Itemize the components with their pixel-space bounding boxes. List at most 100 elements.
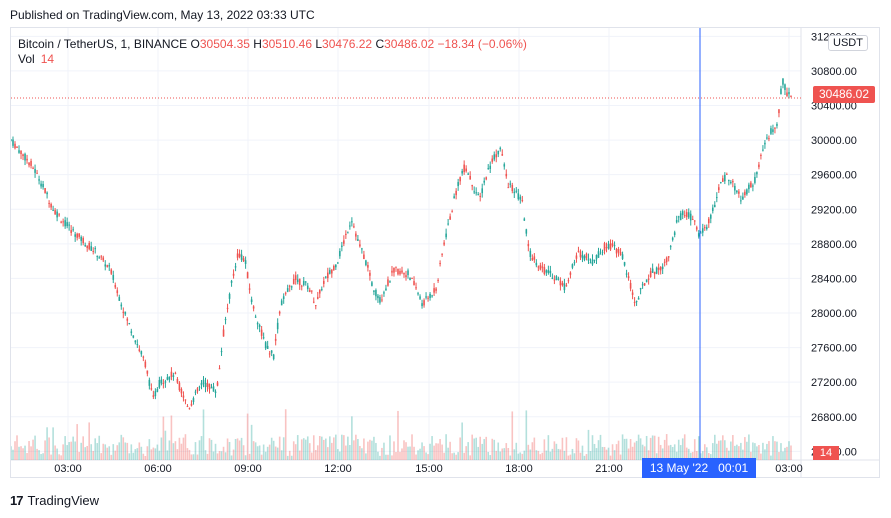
candle-body <box>140 351 143 355</box>
volume-bar <box>351 416 353 460</box>
volume-bar <box>327 447 329 460</box>
candle-body <box>126 318 129 321</box>
volume-bar <box>72 436 74 460</box>
candle-body <box>441 253 443 255</box>
candle-body <box>754 176 756 183</box>
volume-value: 14 <box>40 52 55 66</box>
candle-body <box>318 289 321 294</box>
time-tick-label: 21:00 <box>595 463 623 475</box>
candle-body <box>50 204 52 208</box>
candle-body <box>567 280 570 282</box>
candle-body <box>663 261 666 263</box>
candle-body <box>593 259 596 261</box>
volume-bar <box>517 453 520 460</box>
candle-body <box>18 150 20 153</box>
candle-body <box>84 245 86 247</box>
chart-pane[interactable]: 26400.0026800.0027200.0027600.0028000.00… <box>10 27 880 478</box>
candle-body <box>738 191 740 194</box>
candle-body <box>579 251 582 258</box>
volume-bar <box>639 438 642 460</box>
volume-bar <box>395 452 397 460</box>
volume-bar <box>527 444 530 460</box>
volume-bar <box>106 447 109 460</box>
candle-body <box>180 389 183 394</box>
candle-body <box>667 256 670 258</box>
volume-bar <box>547 435 550 460</box>
volume-bar <box>481 443 484 460</box>
candle-body <box>425 296 427 298</box>
volume-bar <box>294 444 297 460</box>
candle-body <box>200 382 203 386</box>
volume-bar <box>503 448 506 460</box>
candle-body <box>675 220 678 223</box>
crosshair-date: 13 May '22 <box>649 461 709 475</box>
volume-bar <box>549 451 552 460</box>
volume-bar <box>397 410 399 460</box>
volume-bar <box>689 452 692 460</box>
candle-body <box>589 262 592 264</box>
candle-body <box>254 316 257 318</box>
candle-body <box>314 305 317 307</box>
candle-body <box>308 289 311 293</box>
candle-body <box>327 272 329 279</box>
candle-body <box>605 247 608 249</box>
candle-body <box>381 299 383 301</box>
candle-body <box>102 257 105 261</box>
candle-body <box>391 270 393 273</box>
candle-body <box>72 229 74 231</box>
candle-body <box>20 150 22 155</box>
price-tick-label: 28400.00 <box>811 273 857 285</box>
volume-bar <box>766 443 768 460</box>
candle-body <box>399 270 401 275</box>
volume-bar <box>539 454 542 460</box>
candle-body <box>320 289 323 291</box>
candle-body <box>395 266 397 268</box>
candle-body <box>70 230 72 233</box>
candle-body <box>627 276 630 278</box>
candle-body <box>286 288 289 292</box>
tradingview-logo[interactable]: 17 TradingView <box>10 493 99 508</box>
candle-body <box>577 250 580 252</box>
candle-body <box>124 311 127 315</box>
volume-bar <box>653 435 656 460</box>
volume-bar <box>104 444 107 460</box>
candle-body <box>718 187 720 191</box>
candle-body <box>56 211 58 218</box>
volume-bar <box>208 438 211 460</box>
candle-body <box>569 272 572 275</box>
volume-bar <box>443 452 445 460</box>
time-tick-label: 15:00 <box>415 463 443 475</box>
volume-bar <box>441 444 443 460</box>
candle-body <box>499 147 502 150</box>
candle-body <box>595 255 598 260</box>
volume-bar <box>190 454 193 460</box>
candle-body <box>337 262 339 264</box>
time-tick-label: 09:00 <box>234 463 262 475</box>
candle-body <box>523 218 526 221</box>
candle-body <box>477 194 479 196</box>
volume-bar <box>32 439 34 460</box>
volume-bar <box>24 445 26 460</box>
candle-body <box>639 288 642 290</box>
volume-bar <box>375 442 377 460</box>
candle-body <box>447 223 449 225</box>
candle-body <box>788 92 790 95</box>
candle-body <box>776 124 778 126</box>
volume-bar <box>178 437 181 460</box>
currency-button[interactable]: USDT <box>828 35 868 51</box>
volume-bar <box>423 446 425 460</box>
candle-body <box>413 281 415 286</box>
candlestick-chart[interactable]: 26400.0026800.0027200.0027600.0028000.00… <box>11 28 879 477</box>
volume-bar <box>635 440 638 460</box>
volume-bar <box>258 445 261 460</box>
volume-bar <box>571 448 574 460</box>
volume-bar <box>541 452 544 460</box>
candle-body <box>96 256 99 258</box>
volume-bar <box>529 449 532 460</box>
candle-body <box>613 245 616 247</box>
candle-body <box>752 185 754 187</box>
volume-bar <box>170 415 173 460</box>
volume-bar <box>325 438 327 460</box>
volume-bar <box>647 450 650 460</box>
volume-bar <box>445 434 447 460</box>
